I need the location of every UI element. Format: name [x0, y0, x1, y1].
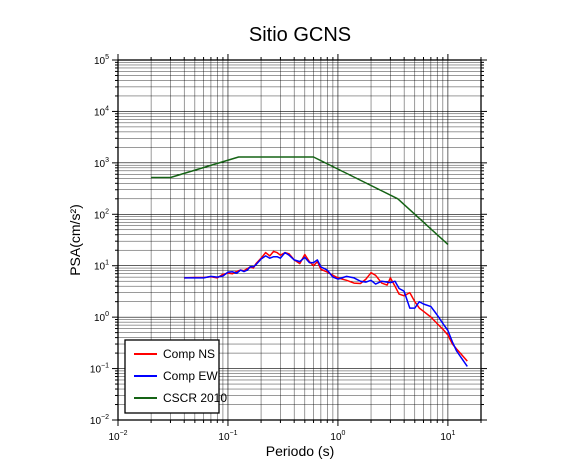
series-line-1	[184, 251, 468, 367]
y-tick-label: 104	[94, 105, 109, 118]
x-axis-label: Periodo (s)	[266, 443, 334, 459]
chart-title: Sitio GCNS	[249, 24, 351, 46]
x-tick-label: 10−1	[218, 430, 237, 443]
series-layer	[151, 156, 468, 367]
y-tick-label: 100	[94, 311, 109, 324]
y-tick-label: 10−2	[90, 414, 109, 427]
series-line-0	[184, 250, 468, 362]
x-tick-label: 101	[440, 430, 455, 443]
y-tick-label: 10−1	[90, 363, 109, 376]
y-tick-label: 105	[94, 54, 109, 67]
y-tick-label: 103	[94, 157, 109, 170]
legend-label-cscr: CSCR 2010	[163, 391, 227, 405]
legend-label-ew: Comp EW	[163, 369, 218, 383]
plot-frame	[117, 59, 482, 421]
tick-layer: 10−2 10−1 100 101 10−2 10−1 100 101 102 103 104 105	[90, 54, 487, 443]
legend-label-ns: Comp NS	[163, 347, 215, 361]
y-tick-label: 101	[94, 260, 109, 273]
x-tick-label: 10−2	[108, 430, 127, 443]
x-tick-label: 100	[330, 430, 345, 443]
series-line-2	[151, 156, 449, 245]
grid	[117, 59, 482, 421]
legend: Comp NS Comp EW CSCR 2010	[124, 339, 227, 414]
y-axis-label: PSA(cm/s²)	[67, 204, 83, 276]
y-tick-label: 102	[94, 208, 109, 221]
